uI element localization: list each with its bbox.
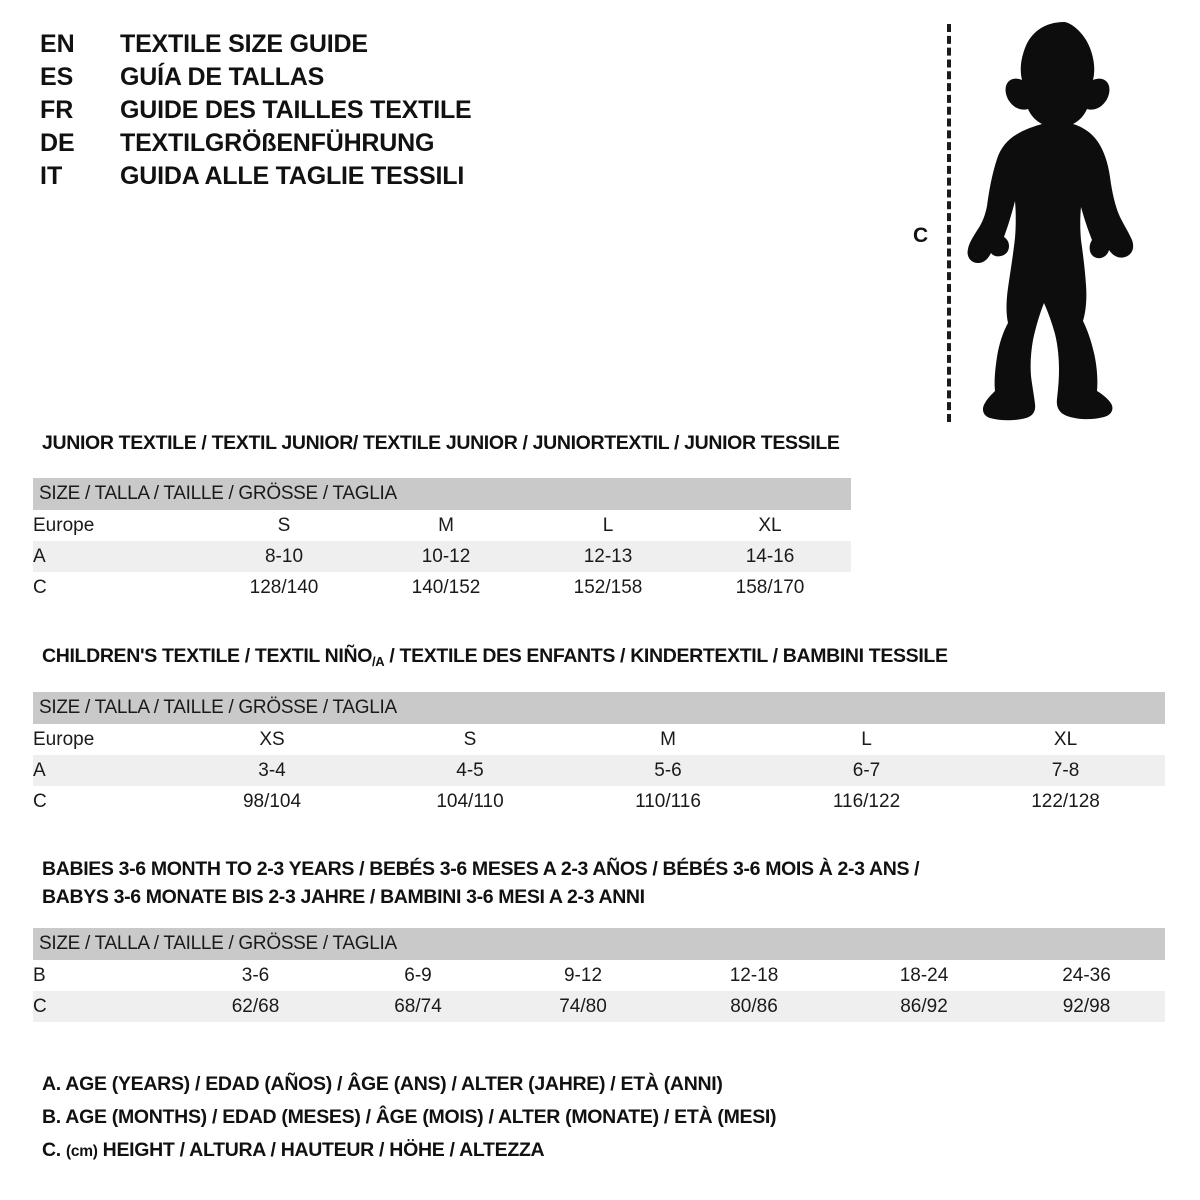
legend-line-b: B. AGE (MONTHS) / EDAD (MESES) / ÂGE (MO… (42, 1106, 777, 1128)
table-banner-label: SIZE / TALLA / TAILLE / GRÖSSE / TAGLIA (33, 478, 851, 510)
cell-value: 5-6 (569, 755, 767, 786)
section-title-children-sub: /A (372, 654, 385, 669)
language-row: EN TEXTILE SIZE GUIDE (40, 30, 600, 63)
babies-size-table: SIZE / TALLA / TAILLE / GRÖSSE / TAGLIA … (33, 928, 1166, 1022)
row-label: A (33, 541, 203, 572)
table-row: Europe S M L XL (33, 510, 851, 541)
cell-value: 152/158 (527, 572, 689, 603)
row-label: B (33, 960, 173, 991)
height-measure-label: C (913, 224, 929, 247)
table-row: A 8-10 10-12 12-13 14-16 (33, 541, 851, 572)
language-code-fr: FR (40, 96, 74, 124)
guide-title-it: GUIDA ALLE TAGLIE TESSILI (120, 162, 465, 190)
cell-value: 6-7 (767, 755, 966, 786)
junior-size-table: SIZE / TALLA / TAILLE / GRÖSSE / TAGLIA … (33, 478, 851, 603)
language-row: IT GUIDA ALLE TAGLIE TESSILI (40, 162, 600, 195)
height-illustration: C (895, 12, 1175, 422)
row-label: Europe (33, 724, 173, 755)
language-code-en: EN (40, 30, 75, 58)
cell-value: 6-9 (338, 960, 498, 991)
cell-value: S (371, 724, 569, 755)
table-row: C 62/68 68/74 74/80 80/86 86/92 92/98 (33, 991, 1166, 1022)
cell-value: 110/116 (569, 786, 767, 817)
cell-value: 80/86 (668, 991, 840, 1022)
language-header-block: EN TEXTILE SIZE GUIDE ES GUÍA DE TALLAS … (40, 30, 600, 195)
cell-value: XL (966, 724, 1166, 755)
language-row: FR GUIDE DES TAILLES TEXTILE (40, 96, 600, 129)
row-label: C (33, 786, 173, 817)
cell-value: 74/80 (498, 991, 668, 1022)
cell-value: M (365, 510, 527, 541)
cell-value: 128/140 (203, 572, 365, 603)
table-row: B 3-6 6-9 9-12 12-18 18-24 24-36 (33, 960, 1166, 991)
row-label: C (33, 572, 203, 603)
cell-value: 68/74 (338, 991, 498, 1022)
cell-value: 12-13 (527, 541, 689, 572)
guide-title-de: TEXTILGRÖßENFÜHRUNG (120, 129, 435, 157)
legend-block: A. AGE (YEARS) / EDAD (AÑOS) / ÂGE (ANS)… (42, 1068, 942, 1168)
cell-value: 4-5 (371, 755, 569, 786)
cell-value: 140/152 (365, 572, 527, 603)
cell-value: XS (173, 724, 371, 755)
section-title-babies-line1: BABIES 3-6 MONTH TO 2-3 YEARS / BEBÉS 3-… (42, 858, 920, 880)
cell-value: 98/104 (173, 786, 371, 817)
cell-value: 18-24 (840, 960, 1008, 991)
legend-line-c-unit: (cm) (66, 1143, 98, 1160)
cell-value: 116/122 (767, 786, 966, 817)
height-dashed-line (947, 24, 951, 422)
legend-line-c-post: HEIGHT / ALTURA / HAUTEUR / HÖHE / ALTEZ… (97, 1139, 545, 1161)
row-label: Europe (33, 510, 203, 541)
table-banner-label: SIZE / TALLA / TAILLE / GRÖSSE / TAGLIA (33, 692, 1166, 724)
language-row: DE TEXTILGRÖßENFÜHRUNG (40, 129, 600, 162)
children-size-table: SIZE / TALLA / TAILLE / GRÖSSE / TAGLIA … (33, 692, 1166, 817)
cell-value: 8-10 (203, 541, 365, 572)
cell-value: 12-18 (668, 960, 840, 991)
table-row: C 128/140 140/152 152/158 158/170 (33, 572, 851, 603)
cell-value: 104/110 (371, 786, 569, 817)
cell-value: 3-6 (173, 960, 338, 991)
cell-value: 14-16 (689, 541, 851, 572)
cell-value: XL (689, 510, 851, 541)
cell-value: 86/92 (840, 991, 1008, 1022)
legend-line-c-pre: C. (42, 1139, 67, 1161)
cell-value: 62/68 (173, 991, 338, 1022)
cell-value: S (203, 510, 365, 541)
table-row: C 98/104 104/110 110/116 116/122 122/128 (33, 786, 1166, 817)
cell-value: 7-8 (966, 755, 1166, 786)
section-title-children-post: / TEXTILE DES ENFANTS / KINDERTEXTIL / B… (384, 645, 948, 667)
table-row: A 3-4 4-5 5-6 6-7 7-8 (33, 755, 1166, 786)
guide-title-es: GUÍA DE TALLAS (120, 63, 325, 91)
cell-value: 158/170 (689, 572, 851, 603)
cell-value: 24-36 (1008, 960, 1166, 991)
language-row: ES GUÍA DE TALLAS (40, 63, 600, 96)
cell-value: 3-4 (173, 755, 371, 786)
language-code-it: IT (40, 162, 63, 190)
section-title-children-pre: CHILDREN'S TEXTILE / TEXTIL NIÑO (42, 645, 373, 667)
language-code-es: ES (40, 63, 74, 91)
legend-line-a: A. AGE (YEARS) / EDAD (AÑOS) / ÂGE (ANS)… (42, 1073, 723, 1095)
legend-line-c: C. (cm) HEIGHT / ALTURA / HAUTEUR / HÖHE… (42, 1134, 942, 1168)
section-title-junior: JUNIOR TEXTILE / TEXTIL JUNIOR/ TEXTILE … (42, 432, 840, 454)
section-title-children: CHILDREN'S TEXTILE / TEXTIL NIÑO/A / TEX… (42, 645, 948, 669)
cell-value: L (767, 724, 966, 755)
guide-title-en: TEXTILE SIZE GUIDE (120, 30, 368, 58)
table-row: Europe XS S M L XL (33, 724, 1166, 755)
section-title-babies-line2: BABYS 3-6 MONATE BIS 2-3 JAHRE / BAMBINI… (42, 886, 645, 908)
child-silhouette-icon (967, 22, 1134, 421)
cell-value: L (527, 510, 689, 541)
guide-title-fr: GUIDE DES TAILLES TEXTILE (120, 96, 472, 124)
language-code-de: DE (40, 129, 75, 157)
table-banner-row: SIZE / TALLA / TAILLE / GRÖSSE / TAGLIA (33, 928, 1166, 960)
cell-value: 10-12 (365, 541, 527, 572)
row-label: C (33, 991, 173, 1022)
row-label: A (33, 755, 173, 786)
table-banner-row: SIZE / TALLA / TAILLE / GRÖSSE / TAGLIA (33, 692, 1166, 724)
table-banner-row: SIZE / TALLA / TAILLE / GRÖSSE / TAGLIA (33, 478, 851, 510)
cell-value: 122/128 (966, 786, 1166, 817)
cell-value: 9-12 (498, 960, 668, 991)
cell-value: 92/98 (1008, 991, 1166, 1022)
table-banner-label: SIZE / TALLA / TAILLE / GRÖSSE / TAGLIA (33, 928, 1166, 960)
cell-value: M (569, 724, 767, 755)
